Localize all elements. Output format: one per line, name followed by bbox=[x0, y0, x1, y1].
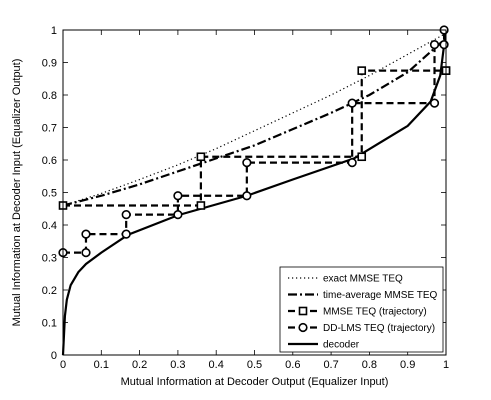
x-tick-label: 0 bbox=[60, 359, 66, 371]
x-tick-label: 1 bbox=[443, 359, 449, 371]
legend-entry-label: time-average MMSE TEQ bbox=[323, 290, 438, 301]
series-3-point bbox=[121, 210, 131, 220]
series-3-point bbox=[439, 40, 449, 50]
series-3-point bbox=[242, 158, 252, 168]
legend-entry-label: MMSE TEQ (trajectory) bbox=[323, 307, 427, 318]
x-axis-label: Mutual Information at Decoder Output (Eq… bbox=[121, 376, 389, 388]
series-3-point bbox=[121, 229, 131, 239]
y-tick-label: 0.1 bbox=[42, 318, 57, 330]
legend-marker bbox=[298, 306, 308, 316]
y-tick-label: 1 bbox=[51, 25, 57, 37]
legend-entry-label: decoder bbox=[323, 340, 360, 351]
series-3-point bbox=[173, 210, 183, 220]
x-tick-label: 0.4 bbox=[209, 359, 224, 371]
x-tick-label: 0.3 bbox=[170, 359, 185, 371]
series-line-2 bbox=[63, 69, 446, 207]
legend-entry-label: DD-LMS TEQ (trajectory) bbox=[323, 323, 435, 334]
x-tick-label: 0.8 bbox=[362, 359, 377, 371]
series-3-point bbox=[81, 229, 91, 239]
x-tick-label: 0.5 bbox=[247, 359, 262, 371]
series-2-point bbox=[196, 201, 206, 210]
y-tick-label: 0.8 bbox=[42, 90, 57, 102]
y-tick-label: 0.4 bbox=[42, 220, 57, 232]
series-line-1 bbox=[62, 37, 447, 207]
y-tick-label: 0.2 bbox=[42, 285, 57, 297]
series-3-point bbox=[173, 191, 183, 201]
y-axis-label: Mutual Information at Decoder Input (Equ… bbox=[11, 59, 23, 327]
series-3-point bbox=[347, 158, 357, 168]
y-tick-label: 0.7 bbox=[42, 123, 57, 135]
series-2-point bbox=[357, 66, 367, 75]
tick-layer: 0 0.1 0.2 0.3 0.4 0.5 0.6 0.7 0.8 0.9 1 0 0.1 0.2 0.3 0… bbox=[42, 25, 449, 371]
x-tick-label: 0.7 bbox=[323, 359, 338, 371]
series-3-point bbox=[81, 248, 91, 258]
series-3-point bbox=[429, 40, 440, 50]
series-2-point bbox=[196, 152, 206, 162]
series-layer bbox=[61, 29, 448, 356]
x-tick-label: 0.6 bbox=[285, 359, 300, 371]
x-tick-label: 0.1 bbox=[94, 359, 109, 371]
legend-entry-label: exact MMSE TEQ bbox=[323, 274, 403, 285]
y-tick-label: 0 bbox=[51, 350, 57, 362]
series-3-point bbox=[429, 98, 440, 108]
series-2-point bbox=[357, 152, 367, 162]
series-line-4 bbox=[61, 29, 448, 356]
series-3-point bbox=[242, 191, 252, 201]
y-tick-label: 0.6 bbox=[42, 155, 57, 167]
series-3-point bbox=[347, 98, 357, 108]
y-tick-label: 0.9 bbox=[42, 58, 57, 70]
x-tick-label: 0.2 bbox=[132, 359, 147, 371]
x-tick-label: 0.9 bbox=[400, 359, 415, 371]
legend: exact MMSE TEQ time-average MMSE TEQ MMSE … bbox=[279, 266, 444, 353]
legend-marker bbox=[298, 322, 308, 333]
y-tick-label: 0.3 bbox=[42, 253, 57, 265]
y-tick-label: 0.5 bbox=[42, 188, 57, 200]
